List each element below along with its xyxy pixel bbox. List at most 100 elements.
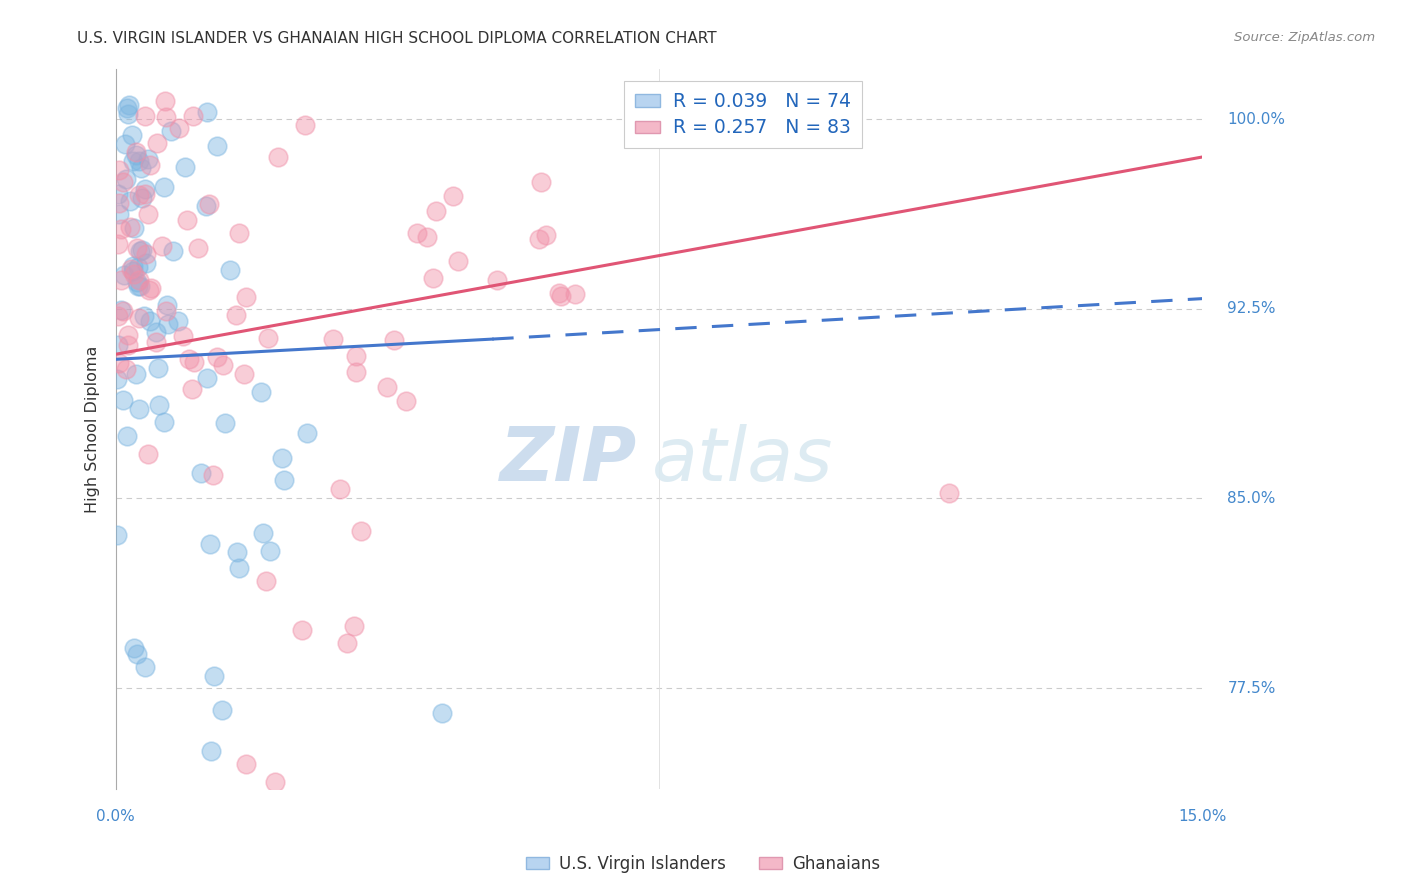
Point — [112, 303, 135, 318]
Point — [415, 229, 437, 244]
Point — [430, 706, 453, 721]
Point — [155, 110, 177, 124]
Point — [112, 175, 135, 189]
Point — [107, 338, 129, 352]
Point — [214, 416, 236, 430]
Point — [202, 668, 225, 682]
Point — [150, 239, 173, 253]
Point — [146, 136, 169, 150]
Point — [167, 121, 190, 136]
Point — [350, 524, 373, 539]
Point — [107, 162, 129, 177]
Point — [108, 356, 131, 370]
Point — [125, 148, 148, 162]
Point — [153, 94, 176, 108]
Point — [136, 447, 159, 461]
Point — [122, 641, 145, 656]
Point — [114, 361, 136, 376]
Point — [108, 195, 131, 210]
Point — [197, 197, 219, 211]
Point — [136, 207, 159, 221]
Point — [153, 415, 176, 429]
Point — [127, 279, 149, 293]
Point — [550, 289, 572, 303]
Point — [257, 331, 280, 345]
Point — [120, 261, 142, 276]
Point — [422, 271, 444, 285]
Point — [207, 139, 229, 153]
Point — [228, 226, 250, 240]
Point — [375, 380, 398, 394]
Point — [157, 317, 180, 331]
Text: Source: ZipAtlas.com: Source: ZipAtlas.com — [1234, 31, 1375, 45]
Point — [105, 527, 128, 541]
Point — [112, 392, 135, 407]
Point — [249, 385, 271, 400]
Point — [195, 104, 218, 119]
Point — [342, 618, 364, 632]
Point — [195, 370, 218, 384]
Point — [128, 187, 150, 202]
Point — [134, 660, 156, 674]
Text: 92.5%: 92.5% — [1227, 301, 1277, 317]
Point — [226, 544, 249, 558]
Point — [395, 394, 418, 409]
Point — [530, 175, 553, 189]
Point — [344, 349, 367, 363]
Point — [107, 309, 129, 323]
Point — [148, 398, 170, 412]
Point — [329, 482, 352, 496]
Point — [127, 260, 149, 275]
Point — [291, 623, 314, 637]
Point — [548, 286, 571, 301]
Point — [129, 244, 152, 258]
Point — [131, 243, 153, 257]
Point — [485, 273, 508, 287]
Point — [120, 220, 142, 235]
Point — [117, 98, 139, 112]
Point — [125, 367, 148, 381]
Point — [405, 226, 427, 240]
Point — [117, 328, 139, 343]
Point — [527, 232, 550, 246]
Point — [117, 338, 139, 352]
Point — [938, 486, 960, 500]
Point — [129, 161, 152, 175]
Point — [564, 286, 586, 301]
Point — [118, 194, 141, 208]
Text: 77.5%: 77.5% — [1227, 681, 1275, 696]
Point — [252, 526, 274, 541]
Point — [117, 107, 139, 121]
Point — [180, 382, 202, 396]
Point — [121, 128, 143, 142]
Point — [105, 372, 128, 386]
Point — [181, 109, 204, 123]
Point — [128, 402, 150, 417]
Point — [160, 124, 183, 138]
Point — [264, 774, 287, 789]
Point — [110, 302, 132, 317]
Point — [294, 118, 316, 132]
Point — [425, 204, 447, 219]
Point — [205, 351, 228, 365]
Point — [125, 241, 148, 255]
Point — [156, 298, 179, 312]
Point — [122, 220, 145, 235]
Point — [145, 325, 167, 339]
Point — [131, 191, 153, 205]
Point — [344, 365, 367, 379]
Point — [122, 259, 145, 273]
Point — [122, 264, 145, 278]
Point — [110, 273, 132, 287]
Point — [177, 351, 200, 366]
Point — [536, 227, 558, 242]
Point — [134, 109, 156, 123]
Text: 0.0%: 0.0% — [96, 809, 135, 824]
Point — [135, 246, 157, 260]
Point — [112, 268, 135, 283]
Y-axis label: High School Diploma: High School Diploma — [86, 345, 100, 513]
Point — [198, 537, 221, 551]
Point — [117, 102, 139, 116]
Point — [134, 182, 156, 196]
Point — [441, 188, 464, 202]
